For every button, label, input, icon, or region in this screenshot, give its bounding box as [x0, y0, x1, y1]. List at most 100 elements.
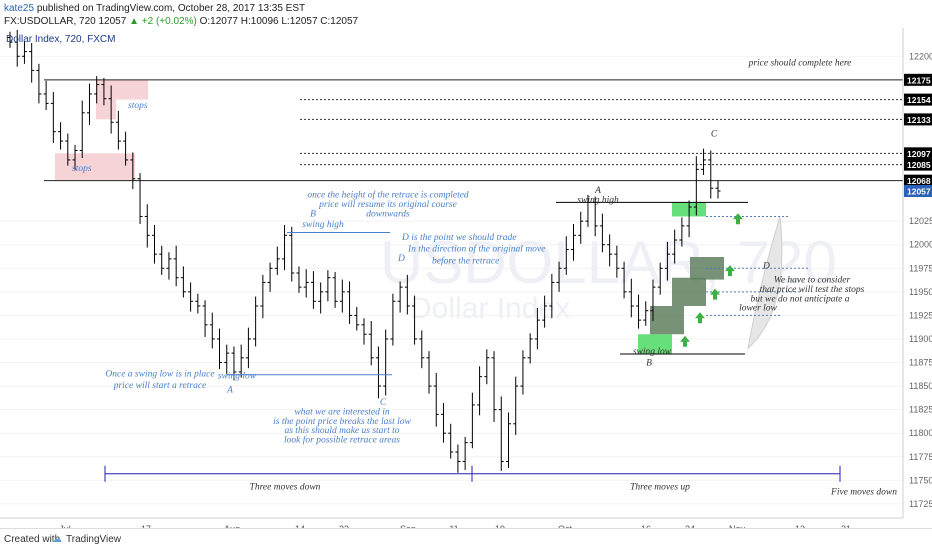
price-label-box — [904, 93, 932, 106]
projection-shape — [747, 216, 783, 350]
change-icon: ▲ — [129, 16, 139, 27]
price-label: 12057 — [907, 187, 931, 197]
chart-annotation: before the retrace — [432, 256, 499, 267]
chart-annotation: once the height of the retrace is comple… — [307, 190, 469, 201]
x-tick-label: 11 — [449, 524, 458, 528]
y-tick-label: 11825 — [909, 405, 932, 415]
chart-annotation: D is the point we should trade — [401, 233, 517, 243]
chart-annotation: as this should make us start to — [284, 426, 399, 436]
symbol-label: FX:USDOLLAR, 720 — [4, 16, 96, 27]
chart-annotation: B — [310, 209, 316, 219]
x-tick-label: 21 — [841, 524, 851, 528]
stops-zone — [96, 79, 148, 100]
price-label-box — [904, 174, 932, 187]
chart-annotation: that price will test the stops — [760, 285, 865, 295]
x-tick-label: Nov — [729, 524, 746, 528]
close-value: C:12057 — [320, 16, 359, 27]
demand-zone — [638, 334, 672, 355]
price-label-box — [904, 185, 932, 198]
chart-annotation: stops — [128, 101, 148, 111]
stops-zone — [55, 153, 135, 181]
watermark-name: Dollar Index — [410, 292, 570, 325]
x-tick-label: 19 — [495, 524, 505, 528]
author-link[interactable]: kate25 — [4, 3, 35, 14]
created-with-label: Created with — [4, 534, 61, 545]
price-label-box — [904, 147, 932, 160]
x-tick-label: 13 — [795, 524, 805, 528]
open-value: O:12077 — [199, 16, 238, 27]
price-label-box — [904, 158, 932, 171]
x-tick-label: 22 — [339, 524, 349, 528]
y-tick-label: 12200 — [909, 51, 932, 61]
chart-annotation: lower low — [739, 304, 777, 314]
y-tick-label: 11925 — [909, 310, 932, 320]
y-tick-label: 11950 — [909, 287, 932, 297]
footer: Created with ☁ TradingView — [0, 528, 932, 551]
up-arrow-icon — [680, 335, 690, 347]
chart-annotation: Three moves down — [250, 483, 321, 493]
up-arrow-icon — [695, 312, 705, 324]
chart-header: kate25 published on TradingView.com, Oct… — [0, 0, 932, 30]
y-tick-label: 11725 — [909, 499, 932, 509]
y-tick-label: 11875 — [909, 358, 932, 368]
chart-annotation: swing high — [577, 195, 619, 205]
y-tick-label: 12025 — [909, 216, 932, 226]
stops-zone — [96, 99, 116, 120]
chart-annotation: what we are interested in — [294, 407, 390, 417]
up-arrow-icon — [710, 288, 720, 300]
chart-annotation: In the direction of the original move — [407, 243, 545, 254]
chart-annotation: Once a swing low is in place — [105, 370, 214, 380]
publish-line: kate25 published on TradingView.com, Oct… — [4, 3, 305, 14]
price-chart[interactable]: USDOLLAR, 720 Dollar Index price should … — [0, 28, 932, 528]
chart-annotation: but we do not anticipate a — [751, 294, 850, 304]
demand-zone — [672, 277, 706, 306]
chart-annotation: D — [397, 254, 405, 264]
chart-annotation: C — [380, 398, 387, 408]
y-tick-label: 11850 — [909, 381, 932, 391]
x-tick-label: Sep — [400, 524, 416, 528]
chart-annotation: stops — [72, 164, 92, 174]
price-label: 12068 — [907, 176, 931, 186]
chart-annotation: B — [646, 358, 652, 368]
x-tick-label: Aug — [224, 524, 240, 528]
x-tick-label: 14 — [295, 524, 305, 528]
chart-annotation: swing high — [302, 220, 344, 230]
chart-annotation: is the point price breaks the last low — [273, 417, 411, 427]
up-arrow-icon — [733, 213, 743, 225]
x-tick-label: Jul — [59, 524, 71, 528]
price-label: 12154 — [907, 95, 931, 105]
price-label-box — [904, 73, 932, 86]
change-value: +2 (+0.02%) — [141, 16, 197, 27]
tradingview-logo-icon: ☁ — [52, 534, 62, 545]
chart-annotation: C — [711, 129, 718, 139]
high-value: H:10096 — [240, 16, 279, 27]
demand-zone — [650, 305, 684, 335]
y-tick-label: 11800 — [909, 428, 932, 438]
price-label-box — [904, 113, 932, 126]
chart-annotation: swing low — [633, 347, 672, 357]
last-price: 12057 — [98, 16, 127, 27]
price-label: 12133 — [907, 115, 931, 125]
chart-annotation: price should complete here — [748, 59, 852, 69]
chart-annotation: price will start a retrace — [113, 381, 207, 391]
symbol-line: FX:USDOLLAR, 720 12057 ▲ +2 (+0.02%) O:1… — [4, 16, 358, 27]
x-tick-label: Oct — [558, 524, 573, 528]
low-value: L:12057 — [281, 16, 318, 27]
price-label: 12097 — [907, 149, 931, 159]
price-label: 12085 — [907, 160, 931, 170]
y-tick-label: 12000 — [909, 240, 932, 250]
chart-annotation: We have to consider — [774, 275, 851, 285]
y-tick-label: 11750 — [909, 475, 932, 485]
y-tick-label: 11775 — [909, 452, 932, 462]
chart-annotation: swing low — [218, 372, 257, 382]
x-tick-label: 16 — [641, 524, 651, 528]
chart-annotation: downwards — [366, 209, 410, 219]
chart-annotation: Five moves down — [830, 487, 897, 497]
x-tick-label: 17 — [141, 524, 151, 528]
chart-annotation: D — [762, 261, 770, 271]
y-tick-label: 11975 — [909, 263, 932, 273]
price-label: 12175 — [907, 75, 931, 85]
publish-info: published on TradingView.com, October 28… — [36, 3, 306, 14]
tradingview-brand[interactable]: TradingView — [66, 534, 122, 545]
x-tick-label: 24 — [685, 524, 695, 528]
